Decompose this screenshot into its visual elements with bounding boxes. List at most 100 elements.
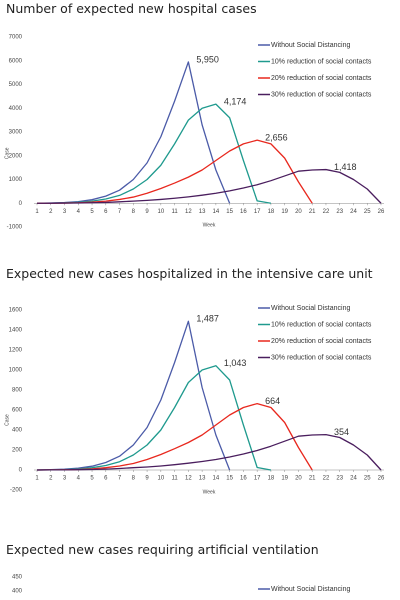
x-tick-label: 16 [240, 476, 247, 482]
peak-label: 354 [334, 427, 349, 437]
y-tick-label: 600 [12, 408, 23, 414]
y-tick-label: 1600 [9, 308, 23, 314]
x-tick-label: 20 [295, 476, 302, 482]
y-tick-label: 1000 [9, 368, 23, 374]
y-tick-label: 1000 [9, 177, 23, 183]
x-axis-label: Week [203, 223, 216, 229]
x-tick-label: 19 [281, 209, 288, 215]
legend-label: Without Social Distancing [271, 586, 350, 593]
legend-label: 10% reduction of social contacts [271, 321, 372, 328]
x-tick-label: 11 [171, 209, 178, 215]
y-tick-label: 400 [12, 428, 23, 434]
x-tick-label: 26 [378, 209, 385, 215]
y-tick-label: 4000 [9, 106, 23, 112]
y-tick-label: 200 [12, 448, 23, 454]
peak-label: 5,950 [196, 54, 219, 64]
series-line [36, 61, 231, 204]
x-tick-label: 16 [240, 209, 247, 215]
x-tick-label: 2 [49, 209, 53, 215]
x-tick-label: 17 [254, 476, 261, 482]
x-tick-label: 12 [185, 476, 192, 482]
x-tick-label: 3 [63, 476, 67, 482]
legend-label: 20% reduction of social contacts [271, 338, 372, 345]
legend-label: 10% reduction of social contacts [271, 58, 372, 65]
x-tick-label: 8 [132, 209, 136, 215]
series-line [36, 320, 231, 471]
y-tick-label: 800 [12, 388, 23, 394]
legend-label: Without Social Distancing [271, 42, 350, 49]
x-tick-label: 14 [213, 476, 220, 482]
x-tick-label: 23 [336, 476, 343, 482]
chart-title: Expected new cases requiring artificial … [6, 542, 319, 557]
series-line [36, 103, 272, 204]
x-tick-label: 13 [199, 476, 206, 482]
x-tick-label: 10 [157, 209, 164, 215]
x-tick-label: 7 [118, 209, 122, 215]
y-tick-label: 2000 [9, 153, 23, 159]
x-tick-label: 19 [281, 476, 288, 482]
peak-label: 1,418 [334, 162, 357, 172]
y-tick-label: -1000 [7, 225, 23, 231]
legend-label: 30% reduction of social contacts [271, 354, 372, 361]
y-tick-label: -200 [10, 488, 23, 494]
x-tick-label: 1 [35, 476, 39, 482]
peak-label: 664 [265, 396, 280, 406]
peak-label: 1,487 [196, 314, 219, 324]
series-line [36, 402, 313, 471]
y-tick-label: 5000 [9, 82, 23, 88]
x-tick-label: 20 [295, 209, 302, 215]
y-tick-label: 450 [12, 575, 23, 581]
x-tick-label: 22 [323, 209, 330, 215]
x-tick-label: 4 [77, 476, 81, 482]
x-tick-label: 24 [350, 476, 357, 482]
series-line [36, 433, 382, 471]
x-tick-label: 23 [336, 209, 343, 215]
x-tick-label: 12 [185, 209, 192, 215]
series-line [36, 365, 272, 471]
x-axis-label: Week [203, 489, 216, 495]
x-tick-label: 10 [157, 476, 164, 482]
legend-label: 30% reduction of social contacts [271, 91, 372, 98]
x-tick-label: 25 [364, 476, 371, 482]
x-tick-label: 15 [226, 209, 233, 215]
x-tick-label: 24 [350, 209, 357, 215]
x-tick-label: 9 [145, 209, 149, 215]
y-axis-label: Case [4, 147, 10, 159]
y-tick-label: 1400 [9, 328, 23, 334]
x-tick-label: 13 [199, 209, 206, 215]
y-tick-label: 6000 [9, 58, 23, 64]
y-tick-label: 0 [19, 468, 23, 474]
chart-title: Number of expected new hospital cases [6, 1, 257, 16]
series-line [36, 168, 382, 204]
x-tick-label: 21 [309, 209, 316, 215]
y-tick-label: 3000 [9, 130, 23, 136]
x-tick-label: 8 [132, 476, 136, 482]
legend-label: Without Social Distancing [271, 305, 350, 312]
y-tick-label: 400 [12, 589, 23, 595]
x-tick-label: 4 [77, 209, 81, 215]
x-tick-label: 6 [104, 209, 108, 215]
x-tick-label: 18 [268, 209, 275, 215]
x-tick-label: 14 [213, 209, 220, 215]
x-tick-label: 2 [49, 476, 53, 482]
x-tick-label: 6 [104, 476, 108, 482]
series-line [36, 139, 313, 204]
x-tick-label: 7 [118, 476, 122, 482]
x-tick-label: 5 [90, 476, 94, 482]
x-tick-label: 1 [35, 209, 39, 215]
x-tick-label: 5 [90, 209, 94, 215]
x-tick-label: 21 [309, 476, 316, 482]
y-tick-label: 7000 [9, 35, 23, 41]
x-tick-label: 15 [226, 476, 233, 482]
legend-label: 20% reduction of social contacts [271, 75, 372, 82]
peak-label: 2,656 [265, 133, 288, 143]
y-tick-label: 0 [19, 201, 23, 207]
x-tick-label: 17 [254, 209, 261, 215]
x-tick-label: 25 [364, 209, 371, 215]
x-tick-label: 9 [145, 476, 149, 482]
x-tick-label: 11 [171, 476, 178, 482]
y-axis-label: Case [4, 414, 10, 426]
peak-label: 1,043 [224, 358, 247, 368]
y-tick-label: 1200 [9, 348, 23, 354]
